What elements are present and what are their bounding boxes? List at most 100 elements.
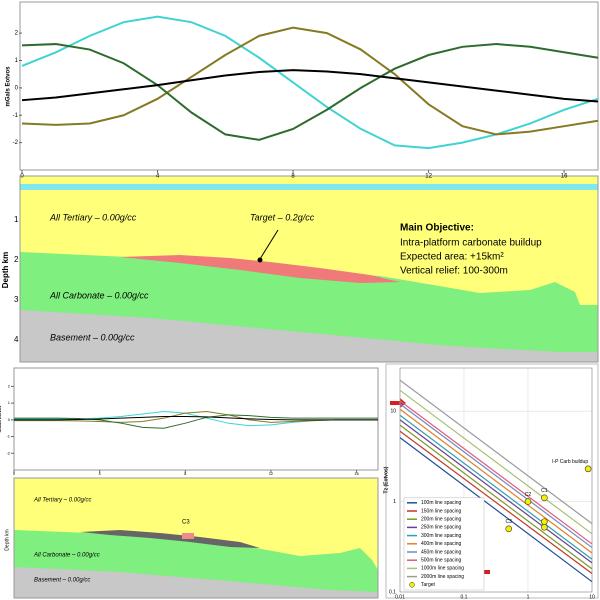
log-chart-frame: [385, 363, 599, 599]
legend-label: 450m line spacing: [421, 549, 462, 555]
y-axis-label: mGals Eotvos: [0, 405, 2, 432]
target-label: Target – 0.2g/cc: [250, 212, 315, 222]
target-dot: [257, 257, 263, 263]
depth-tick: 2: [14, 255, 19, 264]
x-tick-label: 8: [184, 471, 187, 476]
x-tick-label: 12: [425, 174, 432, 180]
target-point: [541, 523, 548, 531]
legend-label: 100m line spacing: [421, 500, 462, 506]
y-tick-label: 10: [390, 408, 396, 414]
section-frame: [19, 175, 599, 363]
target-point: [584, 465, 592, 473]
depth-tick: 3: [14, 295, 19, 304]
point-label: I-P Carb buildup: [552, 459, 588, 465]
c3-body: [182, 533, 194, 539]
depth-label: Depth km: [1, 252, 10, 288]
x-tick-label: 0: [20, 174, 24, 180]
legend-label: Target: [421, 582, 436, 588]
x-tick-label: 4: [99, 471, 102, 476]
series-line: [14, 410, 378, 423]
profile-frame: [19, 1, 599, 171]
y-tick-label: 1: [8, 400, 11, 405]
series-line: [399, 430, 593, 575]
legend-label: 200m line spacing: [421, 517, 462, 523]
legend-box: [403, 497, 485, 591]
target-body: [80, 530, 260, 548]
series-line: [399, 419, 593, 564]
legend-swatch: [409, 582, 415, 588]
legend-label: 2000m line spacing: [421, 574, 464, 580]
tertiary-label: All Tertiary – 0.00g/cc: [33, 498, 91, 504]
basement-layer: [20, 310, 598, 362]
y-tick-label: 2: [15, 31, 19, 37]
x-tick-label: 0: [13, 471, 16, 476]
x-tick-label: 0.01: [395, 594, 405, 600]
series-line: [399, 437, 593, 583]
series-line: [399, 379, 593, 525]
legend-label: 150m line spacing: [421, 508, 462, 514]
legend-label: 300m line spacing: [421, 533, 462, 539]
y-tick-label: -1: [13, 113, 19, 119]
series-line: [21, 26, 599, 136]
target-point: [505, 525, 513, 533]
series-line: [399, 403, 593, 549]
x-tick-label: 10: [589, 594, 595, 600]
series-line: [21, 69, 599, 103]
point-label: C3: [506, 519, 513, 525]
x-tick-label: 16: [354, 471, 359, 476]
target-point: [541, 494, 548, 502]
legend-label: 1000m line spacing: [421, 566, 464, 572]
objective-title: Main Objective:: [400, 223, 474, 234]
series-line: [21, 15, 599, 150]
legend-label: 250m line spacing: [421, 525, 462, 531]
y-tick-label: -1: [6, 434, 10, 439]
y-tick-label: 0.1: [389, 589, 396, 595]
target-pointer: [259, 229, 279, 260]
series-line: [399, 400, 593, 545]
target-point: [524, 498, 532, 505]
carbonate-label: All Carbonate – 0.00g/cc: [33, 553, 100, 559]
x-tick-label: 1: [527, 594, 530, 600]
x-tick-label: 12: [269, 471, 274, 476]
objective-line: Vertical relief: 100-300m: [400, 266, 508, 277]
y-tick-label: 0: [8, 417, 11, 422]
basement-layer: [14, 567, 378, 598]
series-line: [399, 414, 593, 560]
objective-line: Intra-platform carbonate buildup: [400, 238, 542, 249]
tertiary-label: All Tertiary – 0.00g/cc: [49, 212, 137, 222]
series-line: [21, 43, 599, 141]
series-line: [399, 408, 593, 554]
cross-section: All Tertiary – 0.00g/cc Target – 0.2g/cc…: [1, 175, 599, 363]
x-tick-label: 0.1: [461, 594, 468, 600]
carbonate-label: All Carbonate – 0.00g/cc: [49, 290, 149, 300]
target-body: [120, 255, 400, 283]
depth-tick: 1: [14, 215, 19, 224]
y-tick-label: 1: [15, 58, 19, 64]
objective-line: Expected area: +15km²: [400, 252, 504, 263]
mini-section: All Tertiary – 0.00g/cc C3 All Carbonate…: [4, 477, 379, 599]
x-tick-label: 4: [156, 174, 160, 180]
depth-tick: 4: [14, 335, 19, 344]
mini-section-frame: [13, 477, 379, 599]
plot-frame: [399, 367, 593, 593]
basement-label: Basement – 0.00g/cc: [34, 578, 90, 584]
water-layer: [20, 184, 598, 190]
y-axis-label: mGals Eotvos: [6, 66, 12, 107]
y-tick-label: -2: [6, 450, 10, 455]
series-line: [14, 414, 378, 429]
y-tick-label: 0: [15, 85, 19, 91]
depth-label: Depth km: [4, 529, 10, 550]
y-axis-label: Tz (Eotvos): [383, 466, 389, 493]
x-tick-label: 16: [561, 174, 568, 180]
c3-label: C3: [182, 520, 190, 526]
series-line: [14, 415, 378, 421]
y-tick-label: 1: [393, 499, 396, 505]
target-point: [541, 518, 548, 525]
basement-label: Basement – 0.00g/cc: [50, 332, 135, 342]
legend-label: 500m line spacing: [421, 558, 462, 564]
legend-label: 400m line spacing: [421, 541, 462, 547]
y-tick-label: -2: [13, 140, 19, 146]
series-line: [399, 424, 593, 570]
